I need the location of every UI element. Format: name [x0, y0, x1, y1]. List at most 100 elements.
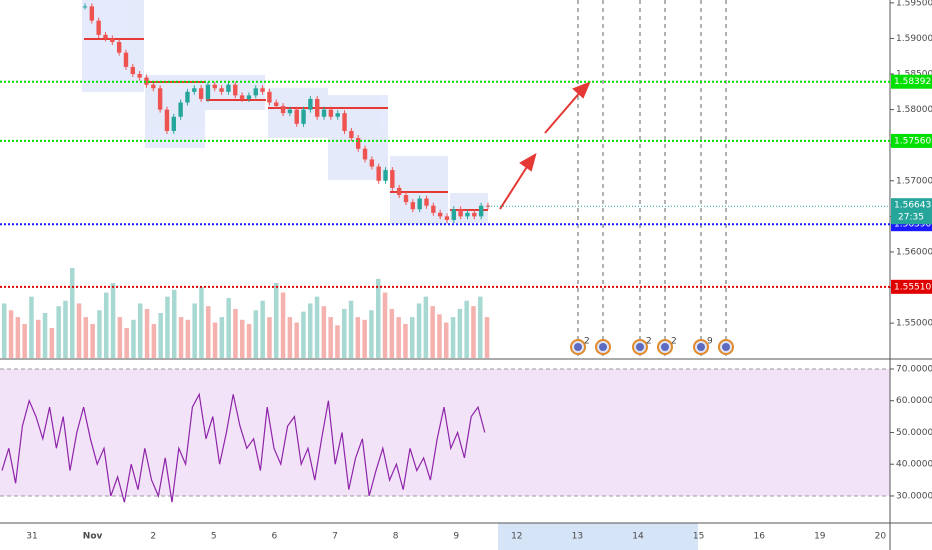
candle-body — [451, 209, 457, 220]
volume-bar — [29, 296, 34, 358]
event-icon — [697, 343, 705, 351]
volume-bar — [124, 328, 129, 358]
volume-bar — [301, 311, 306, 358]
x-tick-label: Nov — [83, 532, 103, 542]
candle-body — [390, 170, 395, 188]
volume-bar — [444, 322, 449, 358]
candle-body — [431, 205, 436, 213]
volume-bar — [416, 303, 422, 358]
x-tick-label: 7 — [332, 532, 338, 542]
volume-bar — [2, 303, 7, 358]
y-tick-label: 1.57000 — [896, 176, 932, 186]
level-tag — [891, 279, 932, 294]
volume-bar — [287, 317, 293, 358]
candle-body — [116, 41, 122, 53]
y-tick-label: 1.59500 — [896, 0, 932, 8]
last-price-tag — [891, 198, 932, 225]
x-tick-label: 19 — [814, 532, 826, 542]
volume-bar — [328, 317, 333, 358]
x-range-highlight — [498, 523, 698, 550]
candle-body — [226, 84, 231, 92]
rsi-line — [1, 392, 486, 503]
volume-bar — [274, 283, 279, 358]
candle-body — [239, 95, 245, 99]
y-tick-label: 1.55000 — [896, 319, 932, 329]
candle-body — [246, 95, 252, 99]
volume-bar — [22, 323, 27, 358]
candle-body — [437, 212, 443, 217]
volume-bar — [321, 306, 327, 358]
event-icon — [661, 343, 669, 351]
candle-body — [171, 116, 176, 131]
candle-body — [369, 159, 375, 167]
x-tick-label: 31 — [26, 532, 37, 542]
event-icon — [636, 343, 644, 351]
candle-body — [192, 88, 197, 92]
candle-body — [178, 102, 183, 117]
candle-body — [123, 52, 129, 67]
volume-bar — [246, 323, 252, 358]
event-icon — [722, 343, 730, 351]
x-tick-label: 14 — [632, 532, 644, 542]
candle-body — [267, 91, 272, 103]
x-tick-label: 13 — [572, 532, 583, 542]
volume-bar — [76, 303, 82, 358]
candle-body — [349, 130, 354, 139]
candle-body — [403, 195, 409, 203]
arrows — [499, 81, 591, 210]
volume-bar — [430, 306, 435, 358]
level-label: 1.56390 — [894, 220, 931, 230]
volume-bar — [348, 300, 354, 358]
level-tag — [891, 133, 932, 148]
x-tick-label: 15 — [693, 532, 704, 542]
volume-bar — [104, 292, 109, 358]
volume-bar — [90, 323, 95, 358]
candle-body — [362, 148, 368, 160]
volume-bar — [199, 287, 204, 358]
volume-bar — [478, 296, 483, 358]
volume-bar — [382, 292, 388, 358]
volume-bar — [185, 319, 191, 358]
x-tick-label: 9 — [453, 532, 459, 542]
event-icon — [599, 343, 607, 351]
candle-body — [205, 84, 211, 99]
candle-body — [233, 84, 238, 96]
event-count: 2 — [646, 337, 652, 347]
candle-body — [321, 109, 327, 117]
event-count: 2 — [671, 337, 677, 347]
candle-body — [260, 88, 265, 92]
volume-bar — [369, 310, 374, 358]
volume-bar — [206, 306, 211, 358]
y-tick-label: 1.56000 — [896, 247, 932, 257]
candle-body — [301, 109, 306, 124]
x-tick-label: 6 — [272, 532, 278, 542]
x-tick-label: 2 — [150, 532, 156, 542]
volume-bar — [226, 298, 231, 358]
candle-body — [444, 216, 450, 220]
volume-bar — [172, 289, 177, 358]
x-tick-label: 16 — [753, 532, 765, 542]
arrow — [544, 89, 583, 134]
volume-bar — [131, 319, 136, 358]
level-label: 1.57560 — [894, 136, 931, 146]
level-label: 1.55510 — [894, 282, 931, 292]
candle-body — [342, 113, 347, 131]
candle-body — [185, 91, 190, 103]
volume-bar — [56, 306, 61, 358]
candle-body — [335, 113, 340, 117]
x-tick-label: 8 — [393, 532, 399, 542]
candle-body — [89, 6, 95, 21]
candle-body — [96, 20, 101, 35]
candle-body — [219, 88, 224, 92]
volume-bar — [63, 300, 68, 358]
candle-body — [417, 198, 422, 210]
volume-bar — [280, 292, 286, 358]
candle-body — [137, 74, 142, 78]
volume-bar — [233, 308, 238, 358]
candle-body — [280, 106, 286, 114]
volume-bar — [178, 317, 184, 358]
volume-bar — [410, 317, 415, 358]
volume-bar — [389, 308, 395, 358]
rsi-tick-label: 70.0000 — [896, 364, 932, 374]
